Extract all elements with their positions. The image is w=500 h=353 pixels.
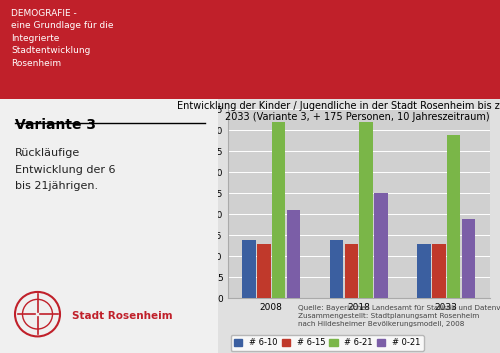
Legend: # 6-10, # 6-15, # 6-21, # 0-21: # 6-10, # 6-15, # 6-21, # 0-21 bbox=[230, 335, 424, 351]
Bar bbox=[374, 193, 388, 298]
Bar bbox=[287, 210, 300, 298]
Bar bbox=[462, 219, 475, 298]
Bar bbox=[432, 244, 446, 298]
Bar bbox=[360, 122, 373, 298]
Text: DEMOGRAFIE -
eine Grundlage für die
Integrierte
Stadtentwicklung
Rosenheim: DEMOGRAFIE - eine Grundlage für die Inte… bbox=[11, 9, 114, 68]
Bar bbox=[344, 244, 358, 298]
Bar bbox=[272, 122, 285, 298]
Y-axis label: in %: in % bbox=[190, 195, 210, 204]
Bar bbox=[330, 240, 343, 298]
Bar bbox=[242, 240, 256, 298]
Text: Variante 3: Variante 3 bbox=[15, 118, 96, 132]
Text: Stadt Rosenheim: Stadt Rosenheim bbox=[72, 311, 173, 321]
Bar bbox=[417, 244, 430, 298]
Text: Quelle: Bayerisches Landesamt für Statistik und Datenverarbeitung , 31.12.2007
Z: Quelle: Bayerisches Landesamt für Statis… bbox=[298, 305, 500, 327]
Text: Entwicklung der Kinder / Jugendliche in der Stadt Rosenheim bis zum Jahr
2033 (V: Entwicklung der Kinder / Jugendliche in … bbox=[177, 101, 500, 122]
Bar bbox=[447, 134, 460, 298]
Text: Rückläufige
Entwicklung der 6
bis 21jährigen.: Rückläufige Entwicklung der 6 bis 21jähr… bbox=[15, 148, 116, 191]
Bar bbox=[257, 244, 270, 298]
